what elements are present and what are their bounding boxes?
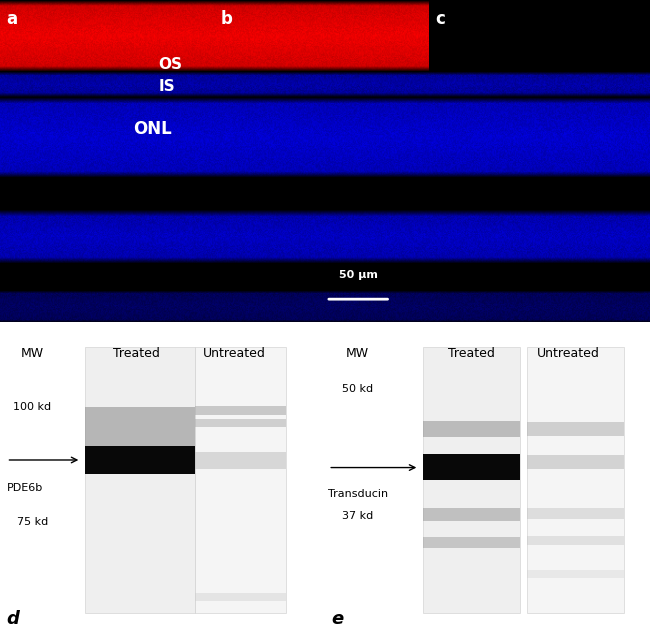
Text: 50 μm: 50 μm bbox=[339, 270, 378, 280]
Bar bbox=[84, 447, 195, 474]
Text: MW: MW bbox=[346, 347, 369, 359]
Text: 75 kd: 75 kd bbox=[17, 517, 48, 527]
Text: b: b bbox=[221, 10, 233, 27]
Bar bbox=[526, 508, 624, 519]
Text: MW: MW bbox=[21, 347, 44, 359]
Bar bbox=[422, 537, 520, 548]
Bar bbox=[526, 347, 624, 613]
Bar bbox=[422, 347, 520, 613]
Bar bbox=[422, 508, 520, 520]
Bar bbox=[422, 454, 520, 480]
Text: OS: OS bbox=[159, 57, 183, 72]
Text: IS: IS bbox=[159, 80, 176, 94]
Bar bbox=[195, 593, 286, 601]
Text: 50 kd: 50 kd bbox=[342, 384, 373, 394]
Text: e: e bbox=[332, 610, 344, 628]
Text: a: a bbox=[6, 10, 18, 27]
Bar bbox=[526, 536, 624, 545]
Bar bbox=[526, 422, 624, 436]
Text: Untreated: Untreated bbox=[203, 347, 265, 359]
Bar bbox=[195, 347, 286, 613]
Bar bbox=[526, 455, 624, 469]
Text: Untreated: Untreated bbox=[538, 347, 600, 359]
Text: d: d bbox=[6, 610, 20, 628]
Text: Transducin: Transducin bbox=[328, 489, 389, 499]
Text: Treated: Treated bbox=[448, 347, 495, 359]
Text: 37 kd: 37 kd bbox=[342, 511, 373, 521]
Text: c: c bbox=[436, 10, 445, 27]
Bar bbox=[84, 407, 195, 447]
Bar bbox=[526, 571, 624, 578]
Bar bbox=[195, 452, 286, 469]
Bar bbox=[422, 420, 520, 437]
Bar bbox=[195, 406, 286, 415]
Text: Treated: Treated bbox=[113, 347, 160, 359]
Text: 100 kd: 100 kd bbox=[14, 402, 51, 412]
Text: PDE6b: PDE6b bbox=[6, 483, 43, 492]
Bar bbox=[84, 347, 195, 613]
Bar bbox=[195, 419, 286, 427]
Text: ONL: ONL bbox=[133, 120, 172, 138]
